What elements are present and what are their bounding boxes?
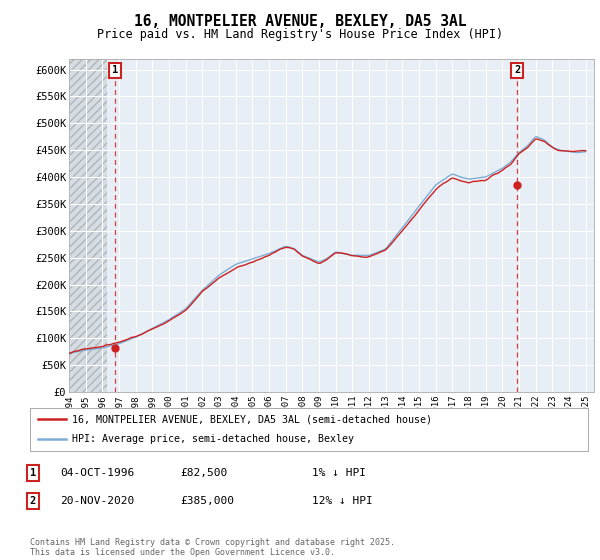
- Text: 1: 1: [112, 66, 118, 76]
- Text: Contains HM Land Registry data © Crown copyright and database right 2025.
This d: Contains HM Land Registry data © Crown c…: [30, 538, 395, 557]
- Text: 20-NOV-2020: 20-NOV-2020: [60, 496, 134, 506]
- Text: 04-OCT-1996: 04-OCT-1996: [60, 468, 134, 478]
- Text: 2: 2: [30, 496, 36, 506]
- Text: £385,000: £385,000: [180, 496, 234, 506]
- Text: 1% ↓ HPI: 1% ↓ HPI: [312, 468, 366, 478]
- Bar: [69, 59, 107, 392]
- Text: £82,500: £82,500: [180, 468, 227, 478]
- Text: 2: 2: [514, 66, 520, 76]
- Text: 16, MONTPELIER AVENUE, BEXLEY, DA5 3AL (semi-detached house): 16, MONTPELIER AVENUE, BEXLEY, DA5 3AL (…: [72, 414, 432, 424]
- Text: 1: 1: [30, 468, 36, 478]
- Text: Price paid vs. HM Land Registry's House Price Index (HPI): Price paid vs. HM Land Registry's House …: [97, 28, 503, 41]
- Text: HPI: Average price, semi-detached house, Bexley: HPI: Average price, semi-detached house,…: [72, 434, 354, 444]
- Text: 12% ↓ HPI: 12% ↓ HPI: [312, 496, 373, 506]
- Text: 16, MONTPELIER AVENUE, BEXLEY, DA5 3AL: 16, MONTPELIER AVENUE, BEXLEY, DA5 3AL: [134, 14, 466, 29]
